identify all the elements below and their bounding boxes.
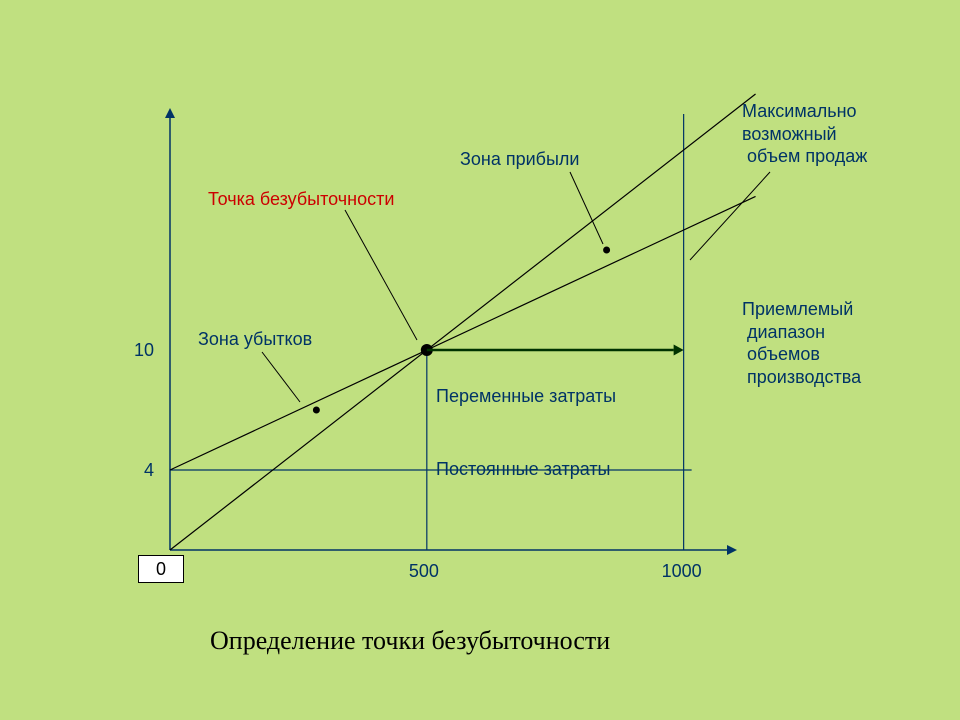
breakeven-chart: Определение точки безубыточности Точка б… — [0, 0, 960, 720]
xtick-0: 0 — [156, 559, 166, 579]
ytick-10: 10 — [134, 339, 154, 362]
xtick-500: 500 — [409, 560, 439, 583]
label-loss-zone: Зона убытков — [198, 328, 312, 351]
label-max-volume: Максимально возможный объем продаж — [742, 100, 867, 168]
ytick-4: 4 — [144, 459, 154, 482]
label-variable-costs: Переменные затраты — [436, 385, 616, 408]
title: Определение точки безубыточности — [210, 625, 610, 658]
label-acceptable-range: Приемлемый диапазон объемов производства — [742, 298, 861, 388]
label-breakeven: Точка безубыточности — [208, 188, 394, 211]
xtick-1000: 1000 — [662, 560, 702, 583]
origin-zero-box: 0 — [138, 555, 184, 583]
label-profit-zone: Зона прибыли — [460, 148, 579, 171]
label-fixed-costs: Постоянные затраты — [436, 458, 611, 481]
